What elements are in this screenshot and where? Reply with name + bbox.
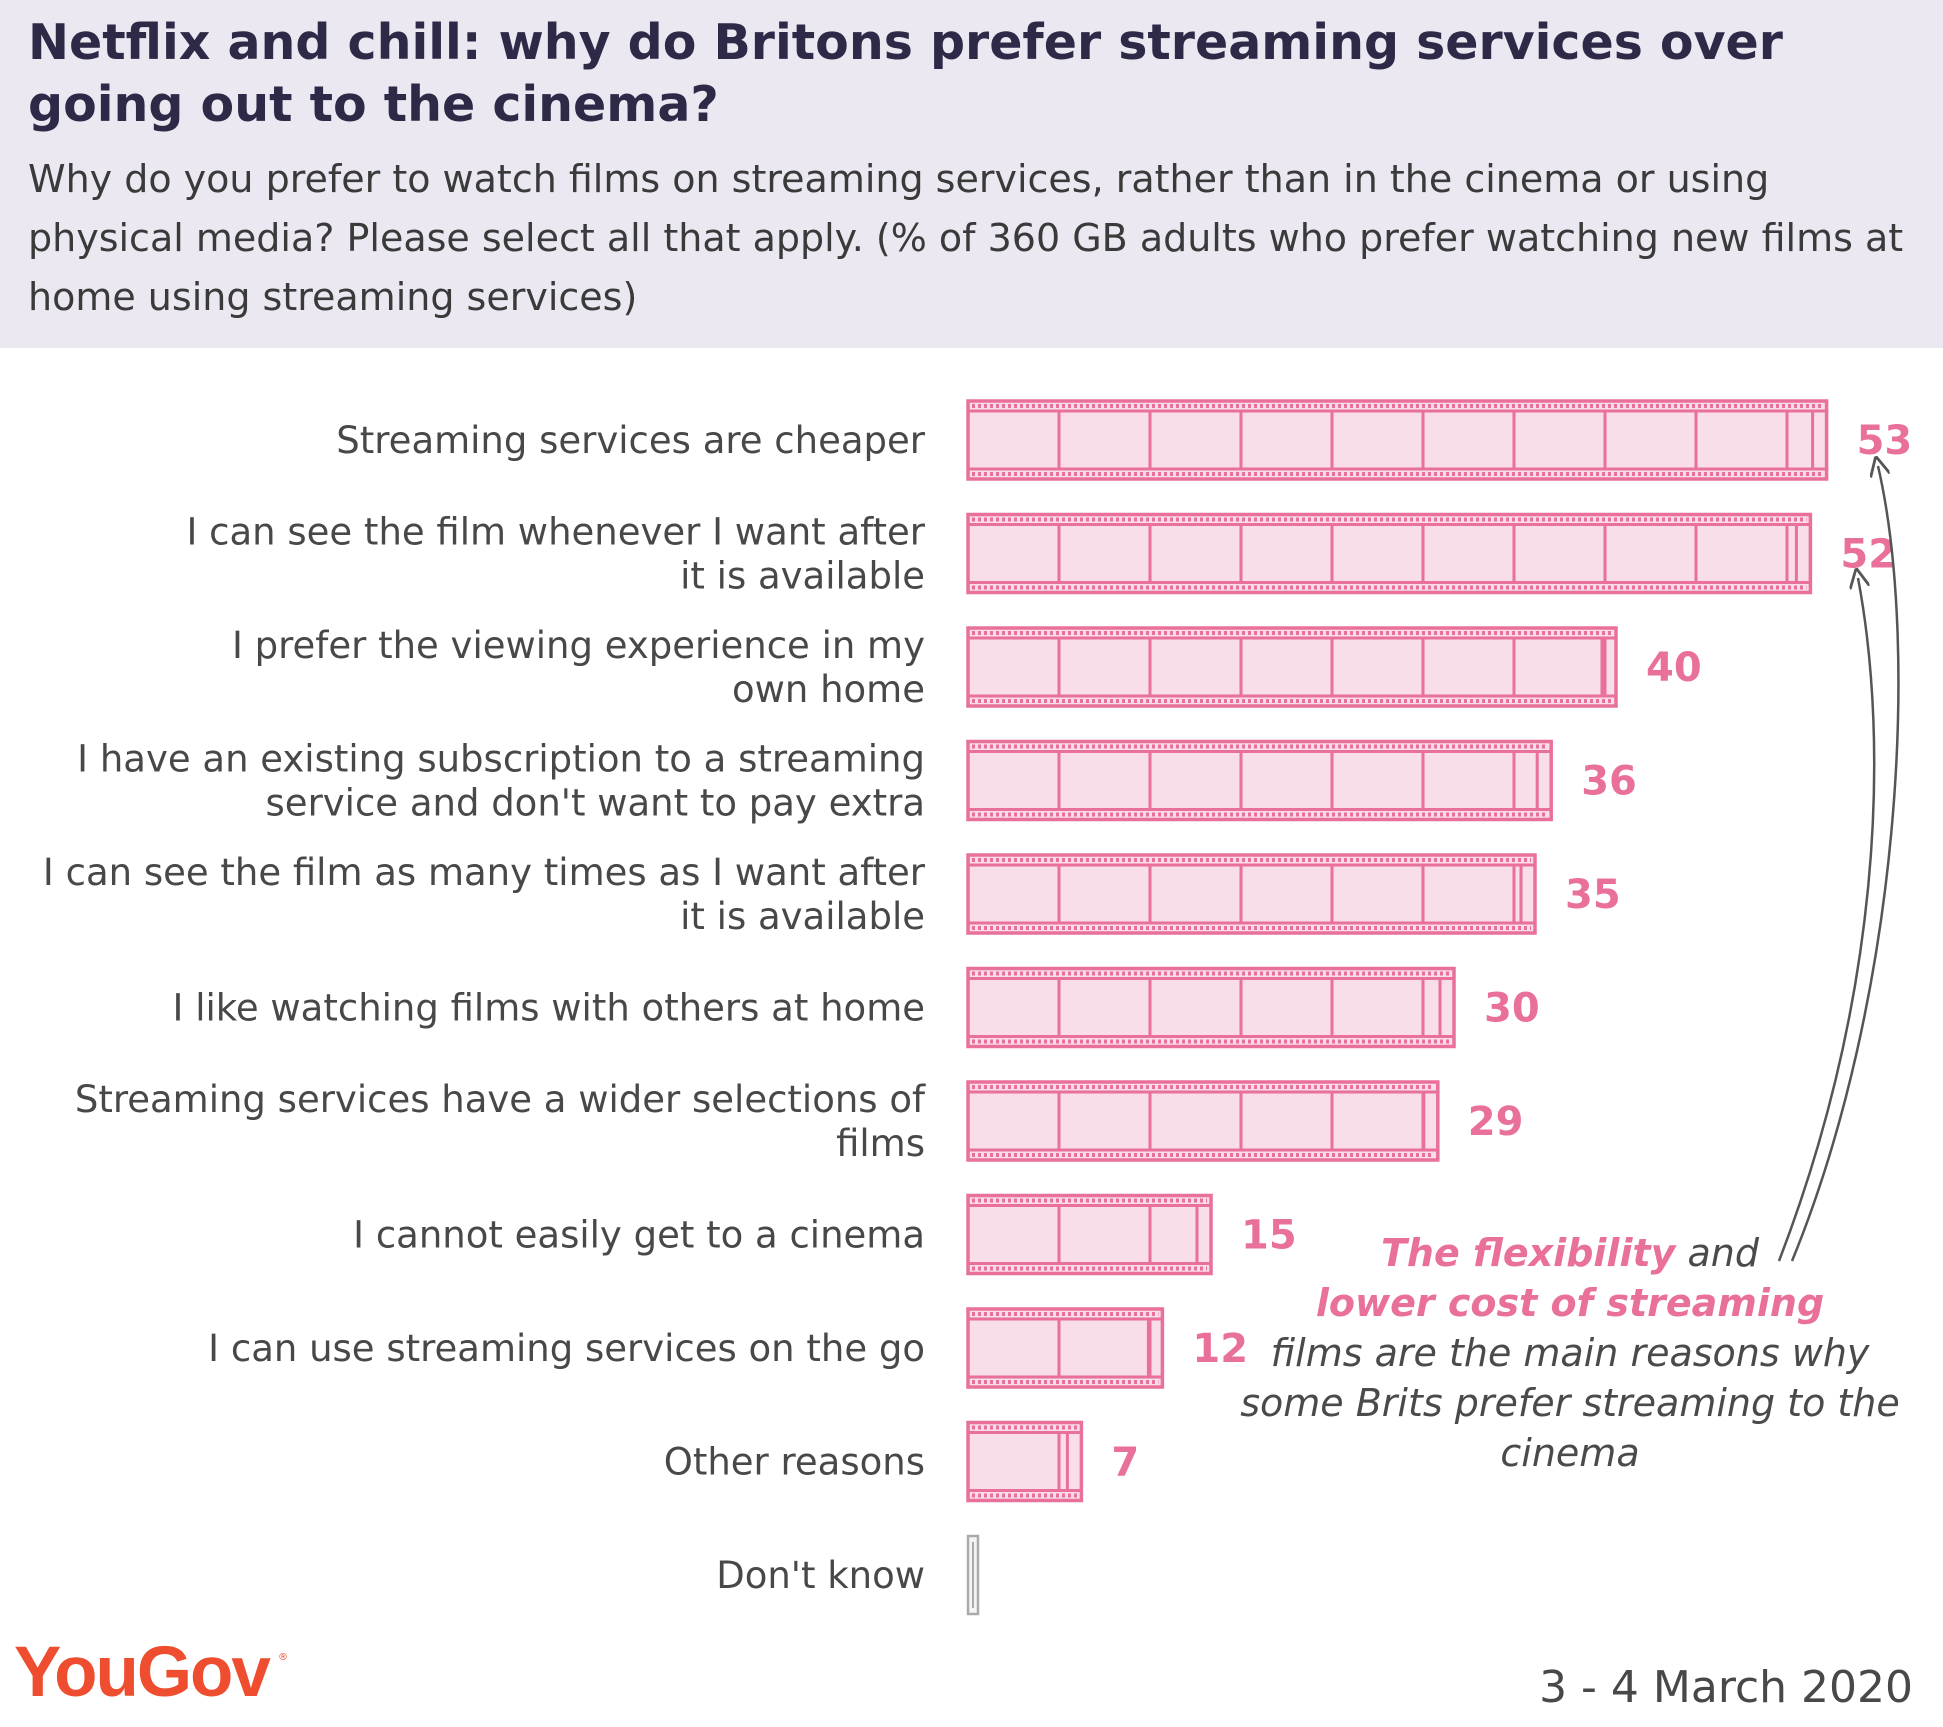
bar — [966, 512, 1813, 595]
category-label: Streaming services have a wider selectio… — [75, 1078, 926, 1165]
chart-subtitle: Why do you prefer to watch films on stre… — [28, 157, 1904, 319]
category-labels: Streaming services are cheaper I can see … — [43, 419, 926, 1597]
arrow-to-whenever — [1777, 578, 1876, 1262]
bar-outline — [966, 1420, 1084, 1503]
bar-outline — [966, 399, 1829, 481]
bar — [966, 399, 1829, 481]
category-label: I can see the film whenever I want after… — [186, 511, 925, 598]
bar-outline — [966, 626, 1618, 708]
bar-chart: Streaming services are cheaper I can see … — [43, 399, 1912, 1616]
bar-outline — [966, 512, 1813, 595]
value-label: 52 — [1840, 532, 1896, 578]
value-label: 35 — [1565, 872, 1621, 918]
value-label: 53 — [1857, 418, 1913, 464]
annotation-highlight-cost: lower cost of streaming — [1315, 1281, 1825, 1325]
annotation-arrows — [1777, 466, 1900, 1262]
bar-outline — [966, 739, 1553, 822]
bar — [966, 1420, 1084, 1503]
value-label: 7 — [1111, 1440, 1139, 1486]
annotation-connector: and — [1675, 1231, 1760, 1275]
annotation-highlight-flexibility: The flexibility — [1381, 1231, 1676, 1275]
annotation-text: The flexibility and lower cost of stream… — [1230, 1228, 1910, 1478]
bar — [966, 739, 1553, 822]
bar-outline — [966, 1307, 1165, 1389]
bars — [966, 399, 1829, 1616]
header-panel: Netflix and chill: why do Britons prefer… — [0, 0, 1943, 348]
bar-outline — [966, 853, 1537, 935]
category-label: Other reasons — [664, 1441, 925, 1484]
annotation-body: films are the main reasons why some Brit… — [1240, 1331, 1900, 1475]
category-label: I cannot easily get to a cinema — [353, 1214, 925, 1257]
category-label: I can see the film as many times as I wa… — [43, 851, 926, 938]
bar — [966, 966, 1456, 1049]
bar — [966, 626, 1618, 708]
bar — [966, 853, 1537, 935]
arrow-to-cheaper — [1790, 466, 1900, 1262]
value-labels: 53 52 40 36 35 30 29 15 12 7 — [1111, 418, 1912, 1486]
value-label: 40 — [1646, 645, 1702, 691]
category-label: I have an existing subscription to a str… — [77, 738, 925, 825]
category-label: I can use streaming services on the go — [208, 1327, 925, 1370]
bar-outline — [966, 1080, 1440, 1162]
survey-date: 3 - 4 March 2020 — [1539, 1662, 1913, 1713]
bar-outline — [966, 966, 1456, 1049]
value-label: 36 — [1581, 759, 1637, 805]
yougov-logo: YouGov — [14, 1633, 271, 1712]
category-label: I prefer the viewing experience in my own… — [232, 624, 925, 711]
registered-mark: ® — [278, 1652, 288, 1663]
chart-title: Netflix and chill: why do Britons prefer… — [28, 14, 1783, 133]
category-label: Don't know — [716, 1554, 925, 1597]
bar — [966, 1534, 980, 1616]
value-label: 12 — [1192, 1326, 1248, 1372]
bar-outline — [966, 1193, 1213, 1276]
category-label: I like watching films with others at hom… — [173, 987, 925, 1030]
value-label: 29 — [1468, 1099, 1524, 1145]
bar — [966, 1193, 1213, 1276]
value-label: 30 — [1484, 986, 1540, 1032]
bar — [966, 1080, 1440, 1162]
category-label: Streaming services are cheaper — [336, 419, 926, 462]
value-label: 15 — [1241, 1213, 1297, 1259]
bar — [966, 1307, 1165, 1389]
